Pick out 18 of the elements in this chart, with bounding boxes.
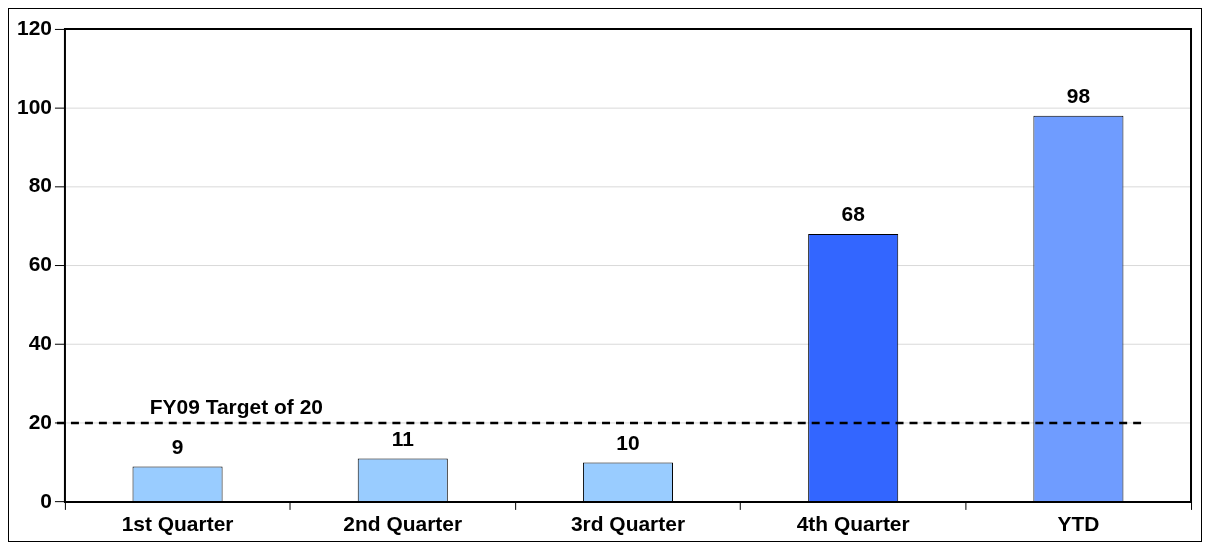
data-label: 10 (616, 430, 640, 454)
y-tick-label: 80 (28, 173, 52, 197)
y-tick-label: 20 (28, 409, 52, 433)
ref-line-label: FY09 Target of 20 (149, 395, 323, 419)
y-tick-label: 100 (16, 94, 52, 118)
x-tick-label: YTD (1057, 512, 1100, 536)
x-tick-label: 4th Quarter (796, 512, 910, 536)
y-tick-label: 0 (40, 488, 52, 512)
data-label: 68 (841, 202, 865, 226)
y-tick-label: 40 (28, 331, 52, 355)
data-label: 98 (1066, 84, 1091, 107)
data-label: 9 (171, 434, 184, 458)
x-tick-label: 1st Quarter (121, 512, 234, 536)
x-tick-label: 3rd Quarter (570, 512, 686, 536)
y-tick-label: 60 (28, 252, 52, 276)
x-tick-label: 2nd Quarter (343, 512, 463, 536)
y-tick-label: 120 (16, 15, 52, 39)
data-label: 11 (391, 426, 415, 450)
